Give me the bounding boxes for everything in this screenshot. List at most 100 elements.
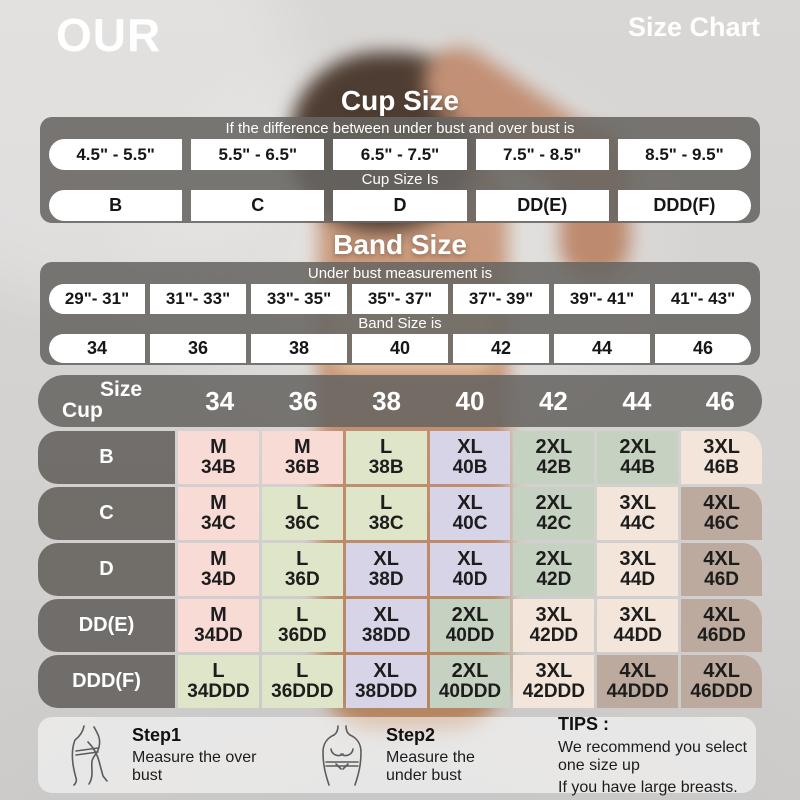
size-code: 34DDD (187, 681, 250, 703)
size-value: 4XL (703, 492, 740, 515)
matrix-size-cell: L 36C (261, 487, 343, 540)
matrix-row: DD(E) M 34DD L 36DD XL 38DD 2XL 40DD 3XL 42DD 3XL 44… (38, 599, 763, 652)
tips-label: TIPS : (558, 713, 610, 734)
cup-range-row: 4.5" - 5.5" 5.5" - 6.5" 6.5" - 7.5" 7.5" - … (49, 139, 752, 170)
band-result-label: Band Size is (358, 314, 442, 332)
cup-size-subtitle: If the difference between under bust and… (225, 120, 575, 137)
size-value: 2XL (535, 492, 573, 515)
matrix-size-cell: 3XL 44C (597, 487, 679, 540)
band-range-cell: 37"- 39" (453, 284, 549, 314)
band-number-cell: 38 (251, 333, 347, 363)
matrix-size-cell: 2XL 42D (513, 543, 595, 596)
band-number-cell: 42 (453, 333, 549, 363)
size-code: 40DD (445, 625, 495, 647)
size-value: 2XL (619, 436, 657, 459)
cup-range-cell: 4.5" - 5.5" (49, 139, 183, 170)
under-bust-measure-icon (322, 725, 362, 786)
matrix-band-column-header: 34 (205, 385, 235, 416)
size-code: 36B (284, 457, 320, 479)
size-code: 46DDD (690, 681, 753, 703)
size-value: 3XL (619, 604, 657, 627)
step2-text-block: Step2 Measure the under bust (386, 725, 512, 786)
cup-range-cell: 7.5" - 8.5" (475, 139, 609, 170)
matrix-row: D M 34D L 36D XL 38D XL 40D 2XL 42D 3XL 44D 4XL 46D (38, 543, 763, 596)
cup-size-panel: If the difference between under bust and… (40, 117, 760, 223)
matrix-band-column-header: 40 (455, 385, 485, 416)
step1-label: Step1 (132, 724, 182, 745)
matrix-size-cell: XL 38DD (345, 599, 427, 652)
size-value: 3XL (619, 492, 657, 515)
size-value: L (380, 492, 393, 515)
size-code: 38DDD (354, 681, 418, 703)
size-value: M (210, 492, 227, 515)
size-code: 36DD (278, 625, 327, 647)
matrix-size-cell: L 34DDD (178, 655, 259, 708)
matrix-size-cell: 3XL 46B (681, 431, 763, 484)
matrix-band-column-header: 36 (288, 385, 318, 416)
matrix-band-column-header: 42 (538, 385, 568, 416)
step1-text-block: Step1 Measure the over bust (132, 725, 258, 786)
matrix-cup-row-label: B (38, 431, 175, 484)
size-code: 38B (368, 457, 404, 479)
matrix-size-cell: M 34B (178, 431, 259, 484)
size-value: M (293, 436, 311, 459)
matrix-size-cell: M 34D (178, 543, 259, 596)
matrix-band-column-header: 38 (372, 385, 402, 416)
size-code: 40D (452, 569, 488, 591)
band-range-cell: 29"- 31" (49, 284, 145, 314)
cup-letter-row: B C D DD(E) DDD(F) (49, 190, 752, 221)
matrix-size-cell: XL 40B (429, 431, 511, 484)
size-code: 36D (284, 569, 320, 591)
size-value: XL (373, 548, 399, 571)
size-value: 3XL (535, 660, 573, 683)
size-value: L (212, 660, 225, 683)
size-value: 3XL (535, 604, 573, 627)
cup-letter-cell: B (49, 190, 183, 221)
size-value: XL (457, 436, 483, 459)
size-value: 3XL (619, 548, 657, 571)
size-code: 44C (620, 513, 656, 535)
size-code: 34DD (194, 625, 243, 647)
size-value: 2XL (451, 604, 489, 627)
size-value: 3XL (703, 436, 740, 459)
size-code: 38D (368, 569, 404, 591)
band-range-cell: 31"- 33" (150, 284, 246, 314)
band-number-cell: 46 (655, 333, 751, 363)
size-code: 42DD (529, 625, 579, 647)
band-size-panel: Under bust measurement is 29"- 31" 31"- 3… (40, 262, 760, 365)
band-size-subtitle: Under bust measurement is (307, 265, 493, 282)
band-number-cell: 40 (352, 333, 448, 363)
size-code: 44D (620, 569, 656, 591)
matrix-cup-row-label: DD(E) (38, 599, 175, 652)
size-value: XL (457, 492, 483, 515)
matrix-size-cell: 3XL 44D (597, 543, 679, 596)
matrix-size-cell: 4XL 44DDD (597, 655, 679, 708)
matrix-size-cell: L 36D (261, 543, 343, 596)
size-code: 46B (704, 457, 740, 479)
tips-block: TIPS : We recommend you select one size … (558, 714, 756, 797)
size-value: 4XL (703, 604, 740, 627)
matrix-size-cell: M 34C (178, 487, 259, 540)
size-value: 4XL (703, 660, 740, 683)
matrix-column-headers: 34 36 38 40 42 44 46 (178, 375, 762, 427)
band-number-cell: 36 (150, 333, 246, 363)
matrix-size-cell: 4XL 46D (681, 543, 763, 596)
size-value: 4XL (703, 548, 740, 571)
size-code: 42D (536, 569, 572, 591)
cup-letter-cell: DDD(F) (617, 190, 752, 221)
matrix-corner-size-label: Size (100, 378, 143, 401)
size-value: L (296, 604, 309, 627)
step1-description: Measure the over bust (132, 748, 257, 784)
band-range-cell: 41"- 43" (655, 284, 751, 314)
size-value: 2XL (451, 660, 489, 683)
cup-result-label: Cup Size Is (361, 171, 439, 188)
matrix-corner-cup-label: Cup (62, 399, 103, 422)
matrix-size-cell: 2XL 40DD (429, 599, 511, 652)
size-code: 34C (201, 513, 236, 535)
size-code: 40C (452, 513, 488, 535)
matrix-band-column-header: 44 (622, 385, 652, 416)
matrix-body: B M 34B M 36B L 38B XL 40B 2XL 42B 2XL 44B 3XL 46B C M 34… (38, 431, 763, 711)
matrix-size-cell: 2XL 42B (513, 431, 595, 484)
matrix-size-cell: 3XL 42DD (513, 599, 595, 652)
size-code: 38DD (361, 625, 411, 647)
